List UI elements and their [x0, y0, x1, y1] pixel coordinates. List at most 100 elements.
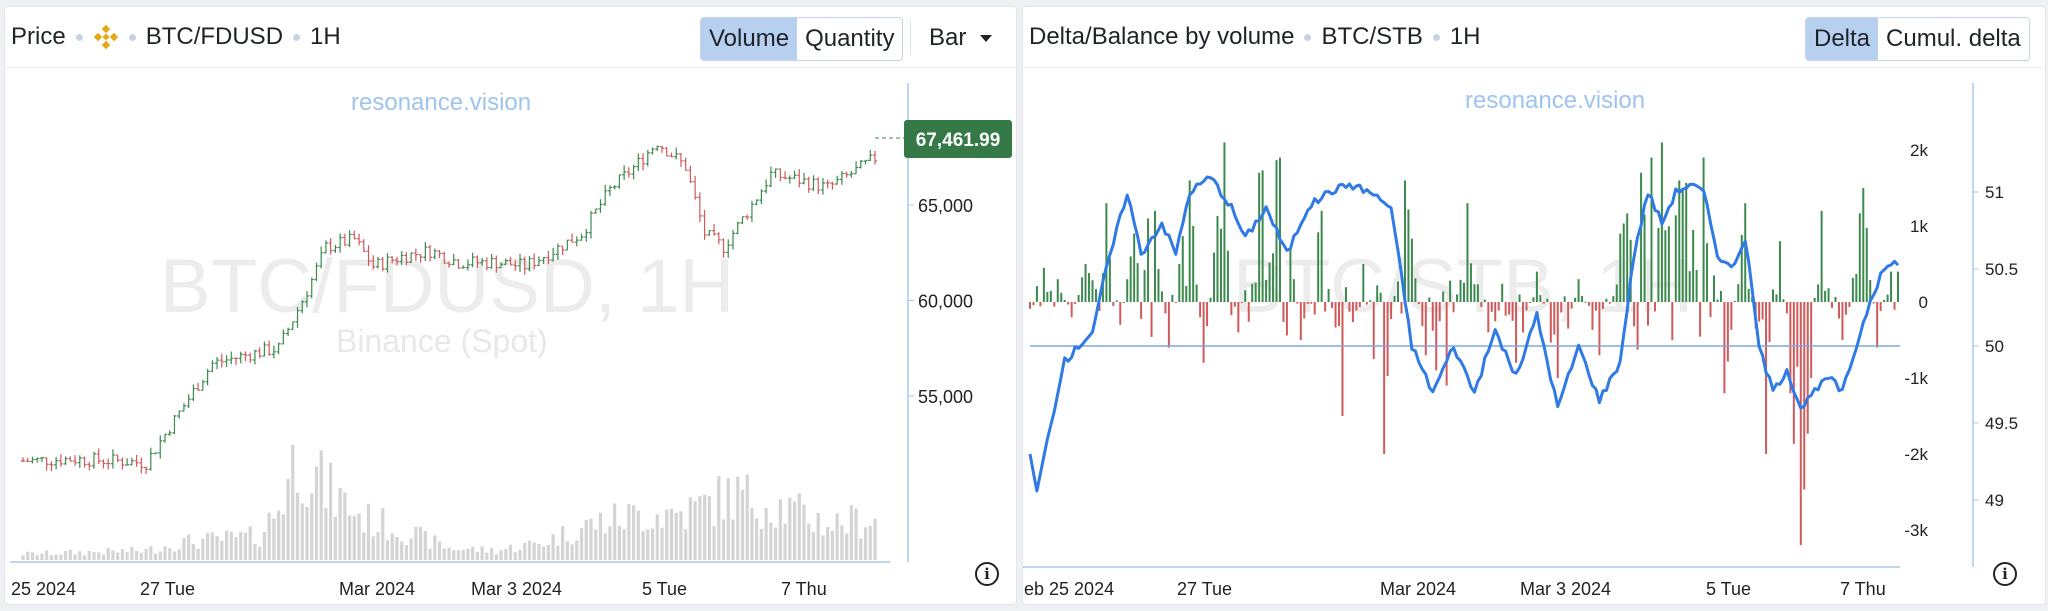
delta-title: Delta/Balance by volume	[1029, 23, 1295, 50]
delta-bar	[1487, 302, 1490, 333]
delta-chart[interactable]: BTC/STB, 1H resonance.vision 2k1k0-1k-2k…	[1023, 7, 2045, 604]
volume-bar	[684, 529, 688, 560]
volume-bar	[490, 548, 494, 560]
delta-bar	[1213, 252, 1216, 302]
volume-bar	[243, 532, 248, 560]
delta-bar	[1834, 296, 1837, 302]
volume-bar	[556, 545, 560, 560]
time-axis-label: 27 Tue	[1177, 579, 1232, 599]
volume-bar	[745, 474, 749, 560]
price-axis-label: 65,000	[918, 196, 973, 216]
volume-bar	[229, 531, 233, 560]
delta-bar	[1035, 286, 1038, 302]
delta-bar	[1119, 302, 1122, 325]
volume-bar	[329, 462, 333, 560]
delta-bar	[1598, 302, 1601, 356]
delta-bar	[1643, 214, 1646, 302]
volume-bar	[92, 552, 96, 560]
delta-bar	[1872, 302, 1875, 304]
volume-bar	[253, 543, 257, 560]
delta-bar	[1407, 209, 1410, 302]
volume-bar	[863, 527, 868, 560]
price-chart[interactable]: BTC/FDUSD, 1H Binance (Spot) resonance.v…	[5, 7, 1016, 604]
volume-bar	[627, 503, 631, 560]
delta-bar	[1049, 290, 1052, 302]
volume-bar	[149, 546, 153, 560]
volume-bar	[68, 549, 72, 560]
volume-bar	[797, 493, 801, 560]
balance-line	[1028, 175, 1900, 493]
delta-bar	[1140, 302, 1143, 319]
volume-bar	[437, 541, 442, 560]
interval-label[interactable]: 1H	[1449, 23, 1481, 50]
volume-bar	[310, 493, 314, 560]
delta-bar	[1282, 302, 1285, 322]
delta-bar	[1251, 283, 1254, 302]
delta-bar	[1115, 300, 1118, 302]
delta-bar	[1147, 218, 1150, 302]
delta-bar	[1317, 232, 1320, 302]
price-panel: Price BTC/FDUSD 1H Volume	[4, 6, 1017, 605]
delta-panel-header: Delta/Balance by volume BTC/STB 1H Delta…	[1023, 7, 2045, 68]
delta-bar	[1886, 294, 1889, 302]
volume-bar	[26, 551, 30, 560]
volume-bar	[272, 518, 276, 560]
volume-bar	[30, 552, 35, 560]
symbol-label[interactable]: BTC/STB	[1321, 23, 1423, 50]
info-icon[interactable]: i	[975, 562, 999, 586]
delta-bar	[1153, 210, 1156, 302]
volume-bar	[660, 527, 664, 560]
chart-style-dropdown[interactable]: Bar	[929, 17, 993, 59]
brand-watermark: resonance.vision	[351, 89, 531, 116]
volume-bar	[480, 546, 484, 560]
delta-bar	[1831, 302, 1834, 308]
time-axis-label: eb 25 2024	[1024, 579, 1114, 599]
caret-down-icon	[980, 34, 993, 42]
delta-axis-label: -2k	[1904, 445, 1928, 464]
volume-bar	[101, 554, 106, 560]
symbol-label[interactable]: BTC/FDUSD	[145, 23, 284, 50]
delta-bar	[1268, 262, 1271, 302]
volume-bar	[570, 544, 574, 560]
volume-bar	[54, 554, 58, 560]
cumul-delta-toggle-button[interactable]: Cumul. delta	[1886, 25, 2021, 52]
delta-bar	[1633, 302, 1636, 327]
delta-bar	[1480, 302, 1483, 308]
volume-toggle-button[interactable]: Volume	[701, 18, 798, 60]
delta-bar	[1185, 285, 1188, 302]
delta-bar	[1403, 180, 1406, 302]
delta-bar	[1247, 302, 1250, 322]
delta-bar	[1601, 302, 1604, 309]
delta-bar	[1244, 290, 1247, 302]
volume-bar	[755, 518, 759, 560]
delta-bar	[1091, 280, 1094, 302]
info-icon[interactable]: i	[1993, 562, 2017, 586]
delta-bar	[1195, 284, 1198, 302]
delta-bar	[1209, 297, 1212, 302]
delta-bar	[1042, 267, 1045, 302]
chart-style-label: Bar	[929, 24, 967, 51]
interval-label[interactable]: 1H	[310, 23, 341, 50]
volume-bar	[319, 450, 323, 560]
delta-bar	[1306, 302, 1309, 305]
delta-bar	[1730, 302, 1733, 330]
delta-toggle-button[interactable]: Delta	[1806, 18, 1879, 60]
delta-bar	[1813, 297, 1816, 302]
time-axis-label: 7 Thu	[781, 579, 827, 599]
volume-bar	[305, 507, 309, 560]
volume-bar	[542, 546, 546, 560]
delta-bar	[1258, 172, 1261, 302]
quantity-toggle-button[interactable]: Quantity	[805, 25, 895, 52]
delta-bar	[1081, 277, 1084, 302]
delta-bar	[1206, 302, 1209, 327]
volume-bar	[177, 549, 181, 560]
volume-bar	[404, 545, 408, 560]
header-divider	[910, 21, 911, 55]
delta-bar	[1657, 228, 1660, 302]
delta-bar	[1879, 302, 1882, 311]
volume-bar	[636, 510, 640, 560]
volume-bar	[475, 551, 479, 560]
delta-bar	[1299, 302, 1302, 340]
volume-bar	[830, 530, 834, 560]
volume-bar	[513, 552, 517, 560]
